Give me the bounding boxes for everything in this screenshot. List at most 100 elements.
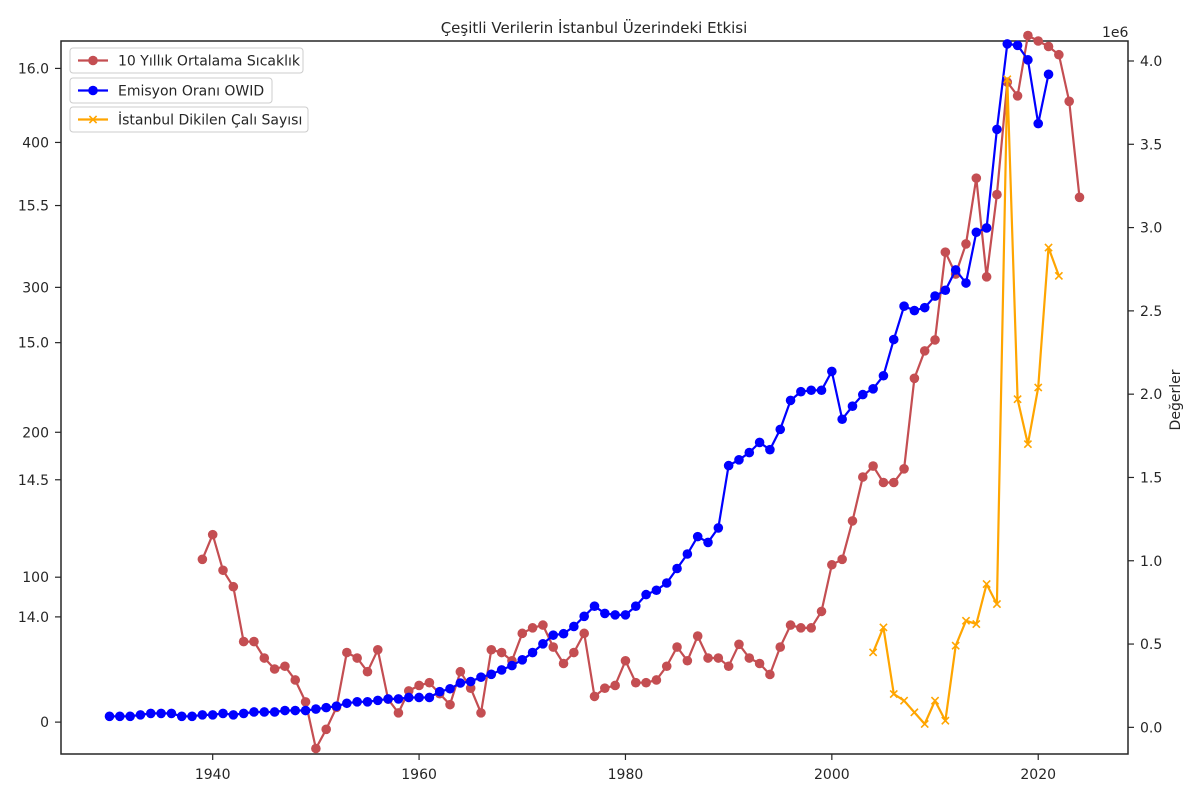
data-point: [630, 677, 641, 688]
data-point: [476, 672, 486, 682]
data-point: [579, 611, 589, 622]
right-axis-multiplier: 1e6: [1102, 25, 1129, 41]
x-tick-label: 2000: [814, 767, 850, 783]
legend-marker: [88, 115, 98, 124]
data-point: [362, 697, 373, 707]
x-tick-label: 1980: [608, 767, 644, 783]
data-point: [321, 702, 332, 713]
data-point: [207, 710, 218, 720]
data-point: [878, 370, 889, 381]
data-point: [548, 642, 559, 652]
data-point: [527, 647, 538, 658]
data-point: [269, 664, 280, 674]
data-point: [723, 460, 734, 471]
data-point: [765, 669, 775, 680]
data-point: [527, 623, 538, 633]
data-point: [393, 694, 404, 704]
data-point: [342, 698, 352, 709]
data-point: [651, 585, 662, 596]
data-point: [703, 537, 713, 548]
data-point: [465, 683, 476, 693]
legend: 10 Yıllık Ortalama Sıcaklık Emisyon Oranı…: [69, 47, 309, 133]
data-point: [857, 389, 868, 400]
data-point: [434, 686, 445, 697]
data-point: [579, 628, 589, 639]
data-point: [321, 724, 332, 735]
data-point: [920, 719, 929, 729]
data-point: [1033, 118, 1044, 129]
data-point: [692, 631, 703, 641]
data-point: [145, 708, 156, 719]
data-point: [682, 549, 693, 559]
data-point: [455, 666, 466, 677]
data-point: [744, 447, 755, 458]
data-point: [424, 677, 435, 688]
data-point: [207, 529, 218, 540]
left-axis: 0 14.0 100 14.5 200 15.0 300 15.5 400 16.0: [18, 61, 61, 731]
data-point: [888, 334, 899, 345]
data-point: [393, 708, 404, 718]
data-point: [362, 666, 373, 677]
data-point: [558, 628, 569, 639]
data-point: [837, 554, 847, 565]
series-right: [868, 75, 1064, 729]
data-point: [785, 395, 796, 406]
data-point: [269, 707, 280, 717]
data-point: [517, 655, 528, 665]
data-point: [166, 708, 177, 719]
data-point: [125, 711, 135, 722]
data-point: [972, 619, 981, 629]
data-point: [878, 477, 889, 488]
data-point: [785, 620, 796, 630]
data-point: [507, 660, 517, 671]
legend-item: İstanbul Dikilen Çalı Sayısı: [69, 106, 309, 133]
data-point: [992, 599, 1002, 609]
data-point: [620, 655, 631, 666]
data-point: [672, 642, 682, 652]
data-point: [135, 710, 146, 720]
left-tick-label: 0: [40, 715, 49, 731]
left-tick-label: 200: [22, 425, 49, 441]
data-point: [197, 710, 208, 720]
data-point: [692, 531, 703, 542]
data-point: [372, 695, 383, 706]
data-point: [816, 606, 827, 617]
right-tick-label: 1.0: [1140, 554, 1162, 570]
left-tick-label: 300: [22, 280, 49, 296]
data-point: [1023, 55, 1033, 65]
series-line: [109, 42, 1050, 718]
data-point: [941, 716, 950, 725]
data-point: [1034, 383, 1043, 392]
data-point: [228, 710, 239, 720]
plot-frame: [60, 40, 1129, 755]
data-point: [238, 636, 249, 647]
data-point: [424, 692, 435, 703]
series-line: [872, 78, 1060, 726]
legend-marker: [88, 85, 98, 96]
data-point: [600, 608, 610, 619]
data-point: [1023, 30, 1033, 41]
series-left-emission: [104, 39, 1054, 722]
data-point: [218, 708, 228, 719]
data-point: [115, 711, 125, 722]
data-point: [816, 385, 827, 396]
data-point: [1064, 96, 1074, 107]
legend-box: [69, 47, 304, 74]
data-point: [868, 648, 878, 657]
legend-label: 10 Yıllık Ortalama Sıcaklık: [118, 54, 301, 70]
data-point: [455, 678, 466, 688]
data-point: [104, 711, 115, 722]
data-point: [806, 385, 817, 396]
data-point: [610, 680, 620, 691]
right-tick-label: 2.5: [1140, 304, 1162, 320]
data-point: [981, 272, 992, 282]
left-tick-label: 14.5: [18, 473, 49, 489]
left-tick-label: 400: [22, 135, 49, 151]
left-tick-label: 15.0: [18, 336, 49, 352]
legend-label: Emisyon Oranı OWID: [118, 84, 264, 100]
right-tick-label: 3.5: [1140, 137, 1162, 153]
data-point: [300, 697, 311, 707]
data-point: [1003, 75, 1012, 84]
left-tick-label: 15.5: [18, 199, 49, 215]
data-point: [909, 305, 920, 316]
